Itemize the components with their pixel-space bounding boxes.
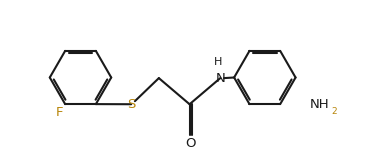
Text: NH: NH (309, 98, 329, 111)
Text: H: H (214, 57, 222, 67)
Text: N: N (216, 72, 225, 85)
Text: 2: 2 (332, 107, 338, 116)
Text: O: O (185, 137, 196, 150)
Text: S: S (127, 98, 135, 111)
Text: F: F (56, 106, 64, 119)
